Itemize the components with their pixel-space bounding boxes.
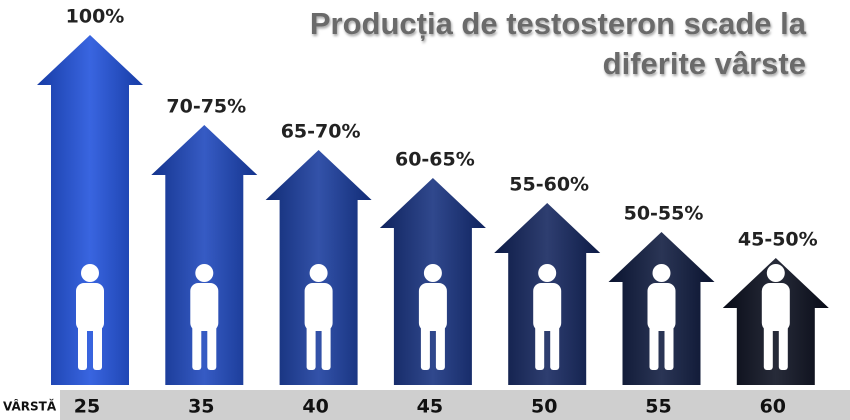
silhouette	[304, 264, 333, 370]
age-label: 60	[760, 396, 786, 418]
age-label: 50	[531, 396, 557, 418]
column: 100% 25	[37, 6, 143, 418]
title-line: Producția de testosteron scade la	[310, 6, 807, 41]
age-label: 25	[74, 396, 100, 418]
percent-label: 50-55%	[624, 203, 704, 225]
silhouette	[190, 264, 219, 370]
column: 70-75% 35	[151, 96, 258, 418]
age-axis-label: VÂRSTĂ	[3, 399, 57, 414]
percent-label: 100%	[66, 6, 125, 28]
column: 65-70% 40	[265, 121, 372, 418]
column: 50-55% 55	[608, 203, 715, 418]
silhouette	[76, 264, 104, 370]
column: 45-50% 60	[722, 229, 829, 418]
silhouette	[418, 264, 447, 370]
column: 55-60% 50	[494, 174, 601, 418]
age-label: 55	[645, 396, 671, 418]
percent-label: 55-60%	[509, 174, 589, 196]
column: 60-65% 45	[379, 149, 486, 418]
percent-label: 45-50%	[738, 229, 818, 251]
age-band	[60, 390, 850, 420]
percent-label: 60-65%	[395, 149, 475, 171]
title-line: diferite vârste	[603, 46, 806, 81]
silhouette	[761, 264, 790, 370]
silhouette	[533, 264, 562, 370]
arrow	[151, 125, 258, 385]
age-label: 35	[188, 396, 214, 418]
percent-label: 70-75%	[166, 96, 246, 118]
age-label: 45	[417, 396, 443, 418]
age-label: 40	[302, 396, 328, 418]
silhouette	[647, 264, 676, 370]
percent-label: 65-70%	[281, 121, 361, 143]
arrow	[37, 35, 143, 385]
columns: 100% 25 70-75% 35 65-70% 40 60-65% 45 55-60% 50 50…	[37, 6, 829, 418]
